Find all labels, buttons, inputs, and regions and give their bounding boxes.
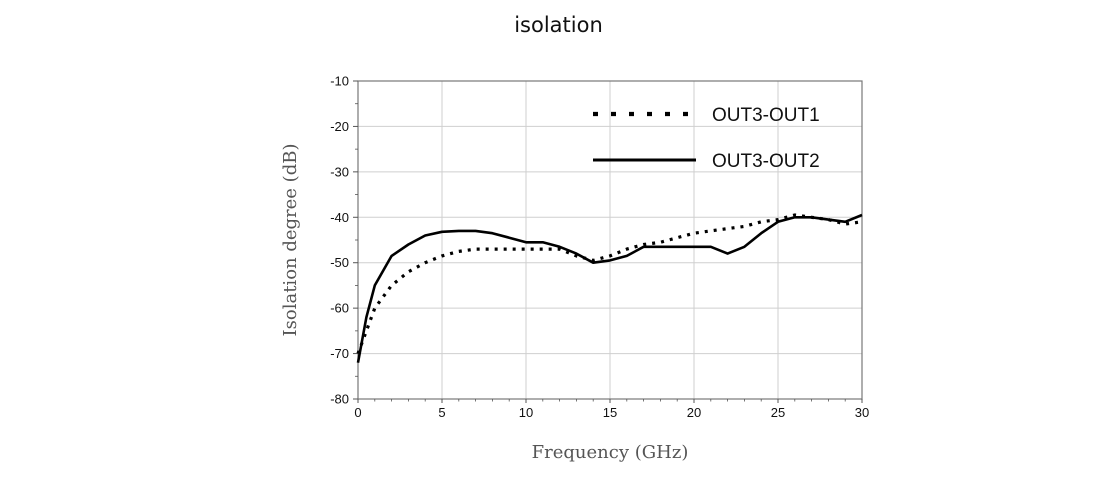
x-tick-label: 15 [603, 405, 617, 420]
chart-title: isolation [514, 13, 603, 37]
y-tick-label: -40 [330, 210, 349, 225]
series-line-1 [356, 213, 863, 355]
x-tick-label: 25 [771, 405, 785, 420]
x-tick-label: 10 [519, 405, 533, 420]
series-lines [356, 213, 863, 363]
series-line-2 [356, 213, 863, 363]
y-tick-label: -50 [330, 255, 349, 270]
axis-ticks: 0 5 10 15 20 25 30 -10 -20 -30 -40 -50 -60 -70 -80 [330, 74, 869, 421]
y-tick-label: -30 [330, 164, 349, 179]
y-axis-title: Isolation degree (dB) [280, 144, 301, 337]
x-tick-label: 5 [438, 405, 445, 420]
legend-label-1: OUT3-OUT1 [712, 105, 820, 126]
y-tick-label: -60 [330, 301, 349, 316]
legend: OUT3-OUT1 OUT3-OUT2 [593, 105, 820, 172]
x-tick-label: 20 [687, 405, 701, 420]
x-tick-label: 0 [354, 405, 361, 420]
x-axis-title: Frequency (GHz) [532, 442, 689, 463]
y-tick-label: -20 [330, 119, 349, 134]
legend-label-2: OUT3-OUT2 [712, 151, 820, 172]
y-tick-label: -70 [330, 346, 349, 361]
y-tick-label: -10 [330, 74, 349, 89]
y-tick-label: -80 [330, 392, 349, 407]
x-tick-label: 30 [855, 405, 869, 420]
grid [358, 81, 862, 399]
